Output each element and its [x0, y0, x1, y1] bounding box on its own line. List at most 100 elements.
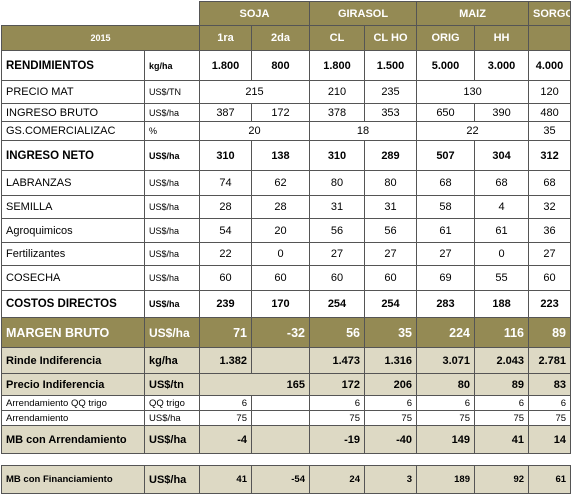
row-label: INGRESO NETO — [1, 140, 145, 171]
value-cell: 74 — [199, 170, 252, 196]
row-unit: US$/ha — [144, 170, 200, 196]
value-cell: 189 — [416, 465, 475, 494]
value-cell: 35 — [528, 121, 571, 141]
value-cell: 0 — [251, 242, 310, 266]
value-cell: 24 — [309, 465, 365, 494]
value-cell: 138 — [251, 140, 310, 171]
value-cell: -32 — [251, 317, 310, 348]
value-cell: 41 — [473, 425, 530, 454]
value-cell: 18 — [309, 121, 417, 141]
value-cell: 390 — [473, 103, 530, 122]
value-cell: 41 — [199, 465, 252, 494]
subheader: ORIG — [416, 25, 475, 51]
row-label: INGRESO BRUTO — [1, 103, 145, 122]
row-unit: US$/ha — [144, 218, 200, 243]
value-cell: 75 — [416, 410, 475, 426]
value-cell: -4 — [199, 425, 252, 454]
value-cell: 60 — [364, 265, 417, 291]
row-unit: US$/tn — [144, 373, 200, 396]
value-cell: 83 — [528, 373, 571, 396]
table-row: Arrendamiento US$/ha 75 75 75 75 75 75 — [1, 410, 571, 426]
row-unit: % — [144, 121, 200, 141]
value-cell: 2.781 — [528, 347, 571, 374]
row-label: PRECIO MAT — [1, 80, 145, 104]
value-cell: 387 — [199, 103, 252, 122]
empty-cell — [251, 425, 310, 454]
value-cell: -54 — [251, 465, 310, 494]
table-row: GS.COMERCIALIZAC% 20 18 22 35 — [1, 121, 571, 141]
value-cell: 6 — [199, 395, 252, 411]
subheader: 1ra — [199, 25, 252, 51]
value-cell: 35 — [364, 317, 417, 348]
blank-cell — [528, 25, 571, 51]
value-cell: 14 — [528, 425, 571, 454]
value-cell: 3 — [364, 465, 417, 494]
value-cell: -19 — [309, 425, 365, 454]
value-cell: 22 — [415, 121, 530, 141]
value-cell: 6 — [528, 395, 571, 411]
value-cell: 4.000 — [528, 50, 571, 81]
value-cell: 75 — [364, 410, 417, 426]
table-row: Rinde Indiferencia kg/ha 1.382 1.473 1.316 3.… — [1, 347, 571, 374]
value-cell: 650 — [416, 103, 475, 122]
empty-cell — [251, 395, 310, 411]
value-cell: 310 — [309, 140, 365, 171]
value-cell: 2.043 — [473, 347, 530, 374]
value-cell: 215 — [199, 80, 310, 104]
value-cell: 60 — [528, 265, 571, 291]
value-cell: 289 — [364, 140, 417, 171]
table-row: MARGEN BRUTO US$/ha 71 -32 56 35 224 116 89 — [1, 317, 571, 348]
value-cell: 210 — [309, 80, 365, 104]
value-cell: 378 — [309, 103, 365, 122]
value-cell: 6 — [416, 395, 475, 411]
gap-cell — [1, 453, 571, 466]
value-cell: 80 — [364, 170, 417, 196]
value-cell: 172 — [251, 103, 310, 122]
value-cell: 61 — [473, 218, 530, 243]
value-cell: 165 — [199, 373, 310, 396]
row-label: SEMILLA — [1, 195, 145, 219]
table-row: LABRANZAS US$/ha 74 62 80 80 68 68 68 — [1, 170, 571, 196]
row-label: Arrendamiento — [1, 410, 145, 426]
row-unit: kg/ha — [144, 347, 200, 374]
value-cell: 68 — [416, 170, 475, 196]
row-label: Precio Indiferencia — [1, 373, 145, 396]
table-row: MB con Financiamiento US$/ha 41 -54 24 3 189 92… — [1, 465, 571, 494]
row-label: MARGEN BRUTO — [1, 317, 145, 348]
value-cell: 60 — [199, 265, 252, 291]
row-label: COSECHA — [1, 265, 145, 291]
row-unit: US$/ha — [144, 425, 200, 454]
gap-row — [1, 453, 571, 466]
row-label: Fertilizantes — [1, 242, 145, 266]
value-cell: 80 — [309, 170, 365, 196]
value-cell: 120 — [528, 80, 571, 104]
value-cell: 61 — [416, 218, 475, 243]
value-cell: 0 — [473, 242, 530, 266]
value-cell: 60 — [309, 265, 365, 291]
table-row: COSTOS DIRECTOS US$/ha 239 170 254 254 283 188 2… — [1, 290, 571, 318]
empty-cell — [251, 410, 310, 426]
row-unit: US$/ha — [144, 242, 200, 266]
row-label: RENDIMIENTOS — [1, 50, 145, 81]
table-row: SEMILLA US$/ha 28 28 31 31 58 4 32 — [1, 195, 571, 219]
subheader: CL HO — [364, 25, 417, 51]
value-cell: 283 — [416, 290, 475, 318]
value-cell: 71 — [199, 317, 252, 348]
value-cell: 800 — [251, 50, 310, 81]
subheader: 2da — [251, 25, 310, 51]
value-cell: 172 — [309, 373, 365, 396]
value-cell: 31 — [364, 195, 417, 219]
value-cell: 6 — [473, 395, 530, 411]
value-cell: 55 — [473, 265, 530, 291]
crop-header: SOJA — [199, 1, 310, 26]
row-label: Arrendamiento QQ trigo — [1, 395, 145, 411]
value-cell: 68 — [473, 170, 530, 196]
row-unit: US$/ha — [144, 265, 200, 291]
row-unit: kg/ha — [144, 50, 200, 81]
row-label: COSTOS DIRECTOS — [1, 290, 145, 318]
value-cell: 61 — [528, 465, 571, 494]
crop-header: MAIZ — [415, 1, 530, 26]
